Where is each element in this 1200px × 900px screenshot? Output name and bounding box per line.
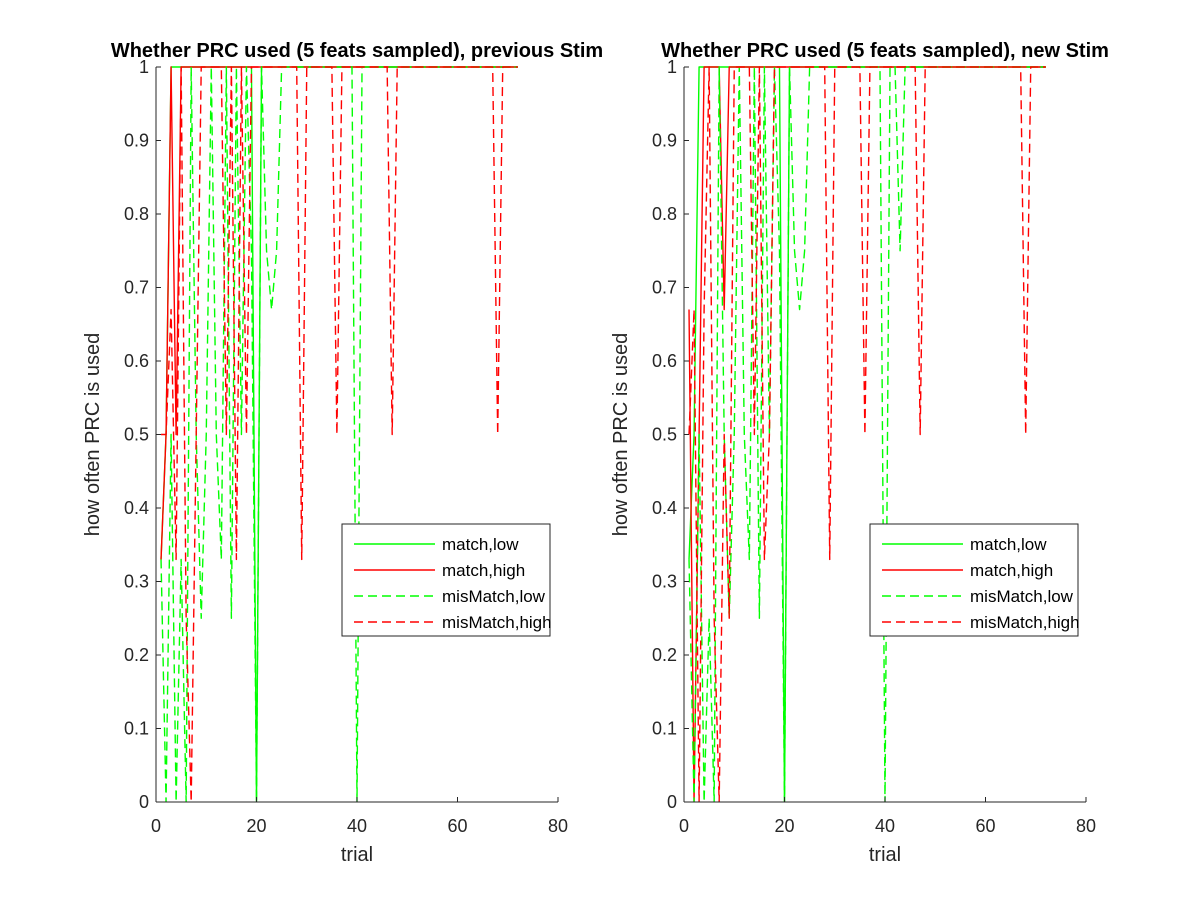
y-tick-label: 1 xyxy=(667,57,677,77)
y-tick-label: 0.9 xyxy=(652,131,677,151)
y-tick-label: 1 xyxy=(139,57,149,77)
y-tick-label: 0.5 xyxy=(652,425,677,445)
x-tick-label: 0 xyxy=(151,816,161,836)
chart-title: Whether PRC used (5 feats sampled), prev… xyxy=(111,40,603,62)
legend-box xyxy=(341,523,551,637)
x-axis-label: trial xyxy=(341,844,373,866)
series-line-mismatch-high xyxy=(688,66,1046,802)
legend: match,low match,high misMatch,low misMatch,… xyxy=(869,523,1080,637)
series-line-mismatch-low xyxy=(160,66,518,802)
x-axis-label: trial xyxy=(869,844,901,866)
y-tick-label: 0.2 xyxy=(124,645,149,665)
y-tick-label: 0 xyxy=(667,792,677,812)
chart-panel-1: 0 20 40 60 80 0 0.1 0.2 0.3 0.4 0.5 0.6 0.7 0.8 0.9 1 tr… xyxy=(82,40,603,866)
plot-area xyxy=(160,66,518,802)
series-line-match-low xyxy=(688,66,1046,802)
legend-box xyxy=(869,523,1079,637)
legend-label: misMatch,high xyxy=(442,613,552,632)
y-tick-label: 0.8 xyxy=(652,204,677,224)
chart-title: Whether PRC used (5 feats sampled), new … xyxy=(661,40,1109,62)
y-tick-label: 0.1 xyxy=(652,719,677,739)
x-tick-label: 40 xyxy=(347,816,367,836)
plot-area xyxy=(688,66,1046,802)
y-tick-label: 0.7 xyxy=(652,278,677,298)
y-tick-label: 0.7 xyxy=(124,278,149,298)
y-tick-label: 0 xyxy=(139,792,149,812)
y-tick-label: 0.1 xyxy=(124,719,149,739)
x-tick-label: 20 xyxy=(246,816,266,836)
legend-label: match,low xyxy=(970,535,1047,554)
chart-panel-2: 0 20 40 60 80 0 0.1 0.2 0.3 0.4 0.5 0.6 0.7 0.8 0.9 1 tr… xyxy=(610,40,1109,866)
x-tick-label: 60 xyxy=(447,816,467,836)
y-axis-label: how often PRC is used xyxy=(82,333,104,536)
y-tick-label: 0.8 xyxy=(124,204,149,224)
x-tick-label: 80 xyxy=(1076,816,1096,836)
series-line-match-low xyxy=(160,66,518,802)
legend-label: match,low xyxy=(442,535,519,554)
x-tick-label: 60 xyxy=(975,816,995,836)
x-tick-label: 0 xyxy=(679,816,689,836)
y-tick-label: 0.5 xyxy=(124,425,149,445)
legend-label: misMatch,low xyxy=(970,587,1074,606)
x-tick-label: 80 xyxy=(548,816,568,836)
y-tick-label: 0.2 xyxy=(652,645,677,665)
series-line-match-high xyxy=(688,66,1046,802)
y-tick-label: 0.6 xyxy=(652,351,677,371)
legend-label: misMatch,low xyxy=(442,587,546,606)
x-tick-label: 40 xyxy=(875,816,895,836)
y-axis-label: how often PRC is used xyxy=(610,333,632,536)
legend-label: match,high xyxy=(442,561,525,580)
legend: match,low match,high misMatch,low misMatch,… xyxy=(341,523,552,637)
y-tick-label: 0.4 xyxy=(124,498,149,518)
y-tick-label: 0.6 xyxy=(124,351,149,371)
y-tick-label: 0.9 xyxy=(124,131,149,151)
y-tick-label: 0.3 xyxy=(652,572,677,592)
legend-label: match,high xyxy=(970,561,1053,580)
legend-label: misMatch,high xyxy=(970,613,1080,632)
x-tick-label: 20 xyxy=(774,816,794,836)
series-line-mismatch-low xyxy=(688,66,1046,802)
y-tick-label: 0.4 xyxy=(652,498,677,518)
series-line-mismatch-high xyxy=(161,66,518,802)
y-tick-label: 0.3 xyxy=(124,572,149,592)
